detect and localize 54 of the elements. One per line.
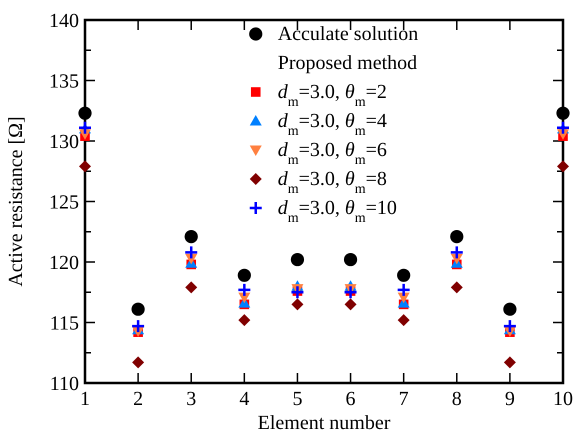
y-axis-title: Active resistance [Ω] — [5, 116, 27, 287]
point — [504, 356, 516, 368]
x-tick-label: 5 — [292, 388, 302, 410]
point — [396, 282, 411, 298]
x-tick-label: 7 — [398, 388, 409, 410]
y-tick-label: 115 — [50, 312, 79, 334]
y-tick-label: 110 — [50, 373, 79, 395]
annotation: Proposed method — [278, 52, 418, 74]
point — [556, 106, 570, 120]
point — [238, 268, 251, 282]
y-tick-label: 125 — [49, 192, 79, 214]
point — [502, 318, 518, 334]
x-tick-label: 10 — [553, 388, 573, 410]
y-tick-label: 140 — [49, 10, 79, 32]
y-tick-label: 135 — [49, 70, 79, 92]
point — [238, 314, 250, 326]
point — [185, 281, 198, 294]
x-tick-label: 1 — [80, 388, 90, 410]
x-tick-label: 3 — [186, 388, 196, 410]
point — [184, 245, 198, 260]
point — [344, 252, 358, 266]
point — [132, 302, 145, 316]
point — [503, 302, 516, 316]
legend-label: Acculate solution — [278, 23, 418, 45]
point — [557, 160, 569, 172]
point — [398, 314, 410, 326]
y-tick-label: 120 — [49, 252, 79, 274]
point — [450, 230, 464, 244]
x-tick-label: 9 — [504, 388, 515, 410]
point — [78, 106, 92, 120]
point — [290, 285, 305, 300]
point — [450, 281, 463, 294]
point — [237, 282, 252, 298]
legend-label: d$_{m}$=3.0, θ$_{m}$=6 — [278, 139, 387, 168]
point — [132, 356, 144, 368]
legend-label: d$_{m}$=3.0, θ$_{m}$=10 — [278, 197, 397, 226]
point — [290, 252, 304, 266]
y-tick-label: 130 — [49, 131, 79, 153]
legend-label: d$_{m}$=3.0, θ$_{m}$=8 — [278, 168, 387, 196]
x-tick-label: 8 — [452, 388, 462, 410]
point — [397, 268, 410, 282]
point — [291, 298, 304, 310]
point — [79, 160, 91, 172]
x-axis-title: Element number — [258, 412, 391, 434]
point — [343, 285, 358, 300]
x-tick-label: 4 — [239, 388, 250, 410]
point — [450, 245, 464, 260]
legend-label: d$_{m}$=3.0, θ$_{m}$=2 — [278, 81, 387, 110]
x-tick-label: 6 — [346, 388, 356, 410]
x-tick-label: 2 — [133, 388, 144, 410]
point — [130, 318, 146, 334]
point — [184, 230, 198, 244]
legend-label: d$_{m}$=3.0, θ$_{m}$=4 — [278, 110, 387, 138]
point — [344, 298, 357, 310]
